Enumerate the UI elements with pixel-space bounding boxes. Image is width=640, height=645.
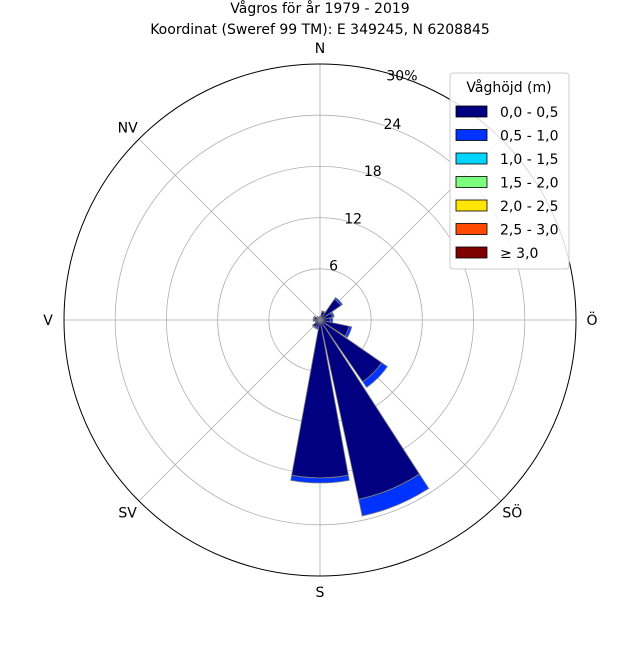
radial-tick-label-1: 12: [344, 211, 362, 227]
bar-2-1: [333, 296, 344, 307]
legend-frame: [449, 72, 570, 270]
bar-15-1: [317, 316, 320, 319]
compass-label-3: SV: [118, 505, 137, 521]
compass-label-6: Ö: [586, 311, 597, 329]
legend-label-0: 0,0 - 0,5: [500, 105, 558, 121]
legend-label-4: 2,0 - 2,5: [500, 199, 558, 215]
legend-title: Våghöjd (m): [466, 79, 551, 96]
compass-label-2: V: [43, 313, 53, 329]
legend-swatch-1: [455, 129, 488, 141]
bar-4-1: [329, 317, 334, 323]
bar-14-1: [315, 315, 319, 319]
radial-tick-label-3: 24: [383, 117, 401, 133]
legend-swatch-2: [455, 152, 488, 165]
bar-5-1: [344, 325, 353, 339]
bar-13-1: [312, 315, 316, 320]
legend: Våghöjd (m) 0,0 - 0,5 0,5 - 1,0 1,0 - 1,5 1…: [449, 72, 570, 270]
bar-8-1: [290, 474, 350, 484]
radial-tick-label-0: 6: [329, 259, 338, 275]
compass-label-4: S: [316, 585, 325, 601]
compass-label-0: N: [315, 41, 325, 57]
outer-ring: [63, 63, 577, 577]
bar-12-1: [312, 318, 315, 322]
wind-rose-bars: [290, 296, 430, 517]
bar-3-1: [330, 311, 335, 318]
legend-swatch-6: [455, 246, 488, 259]
legend-label-2: 1,0 - 1,5: [500, 152, 558, 168]
chart-subtitle: Koordinat (Sweref 99 TM): E 349245, N 62…: [150, 22, 490, 38]
bar-6-1: [362, 362, 388, 388]
grid-spoke-7: [138, 138, 321, 321]
compass-label-1: NV: [118, 121, 138, 137]
bar-7-1: [358, 473, 430, 517]
radial-max-label: 30%: [386, 68, 417, 84]
chart-title: Vågros för år 1979 - 2019: [230, 0, 409, 17]
legend-swatch-5: [455, 223, 488, 235]
legend-swatch-0: [455, 105, 488, 118]
legend-label-5: 2,5 - 3,0: [500, 223, 558, 239]
bar-10-1: [311, 324, 316, 329]
radial-tick-label-2: 18: [364, 164, 382, 180]
polar-grid: [63, 63, 577, 577]
compass-label-5: SÖ: [502, 503, 522, 521]
legend-label-3: 1,5 - 2,0: [500, 176, 558, 192]
legend-swatch-3: [455, 176, 488, 188]
legend-label-6: ≥ 3,0: [500, 246, 538, 262]
polar-labels: N NV V SV S SÖ Ö 6 12 18 24 30%: [43, 41, 597, 601]
legend-swatch-4: [455, 199, 488, 212]
grid-spoke-5: [138, 319, 321, 502]
legend-label-1: 0,5 - 1,0: [500, 129, 558, 145]
